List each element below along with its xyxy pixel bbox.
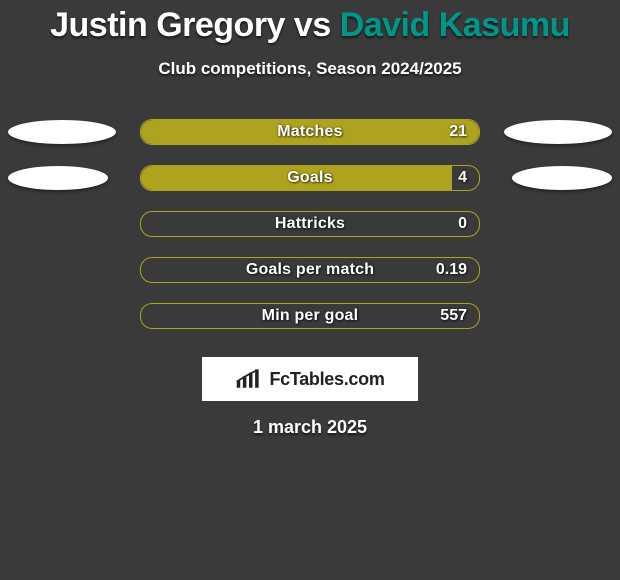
stat-bar: Goals per match 0.19	[140, 257, 480, 283]
stat-bar: Matches 21	[140, 119, 480, 145]
stat-bar: Hattricks 0	[140, 211, 480, 237]
stat-row: Hattricks 0	[0, 201, 620, 247]
brand-badge: FcTables.com	[202, 357, 418, 401]
stat-value: 0	[458, 212, 467, 236]
stat-value: 4	[458, 166, 467, 190]
stat-value: 21	[449, 120, 467, 144]
subtitle: Club competitions, Season 2024/2025	[0, 59, 620, 79]
stat-bar: Min per goal 557	[140, 303, 480, 329]
player2-blob-icon	[504, 120, 612, 144]
bar-chart-icon	[235, 368, 263, 390]
comparison-title: Justin Gregory vs David Kasumu	[0, 0, 620, 45]
stat-row: Goals 4	[0, 155, 620, 201]
player2-name: David Kasumu	[340, 6, 570, 44]
stats-stage: Matches 21 Goals 4 Hattricks 0 Goals per…	[0, 109, 620, 339]
stat-row: Matches 21	[0, 109, 620, 155]
stat-label: Min per goal	[141, 304, 479, 328]
stat-bar: Goals 4	[140, 165, 480, 191]
stat-row: Goals per match 0.19	[0, 247, 620, 293]
stat-value: 0.19	[436, 258, 467, 282]
vs-text: vs	[285, 6, 340, 44]
player2-blob-icon	[512, 166, 612, 190]
player1-blob-icon	[8, 166, 108, 190]
player1-name: Justin Gregory	[50, 6, 285, 44]
brand-text: FcTables.com	[269, 369, 384, 390]
stat-label: Goals	[141, 166, 479, 190]
stat-label: Matches	[141, 120, 479, 144]
player1-blob-icon	[8, 120, 116, 144]
stat-value: 557	[440, 304, 467, 328]
stat-label: Goals per match	[141, 258, 479, 282]
date-text: 1 march 2025	[0, 417, 620, 438]
stat-label: Hattricks	[141, 212, 479, 236]
stat-row: Min per goal 557	[0, 293, 620, 339]
